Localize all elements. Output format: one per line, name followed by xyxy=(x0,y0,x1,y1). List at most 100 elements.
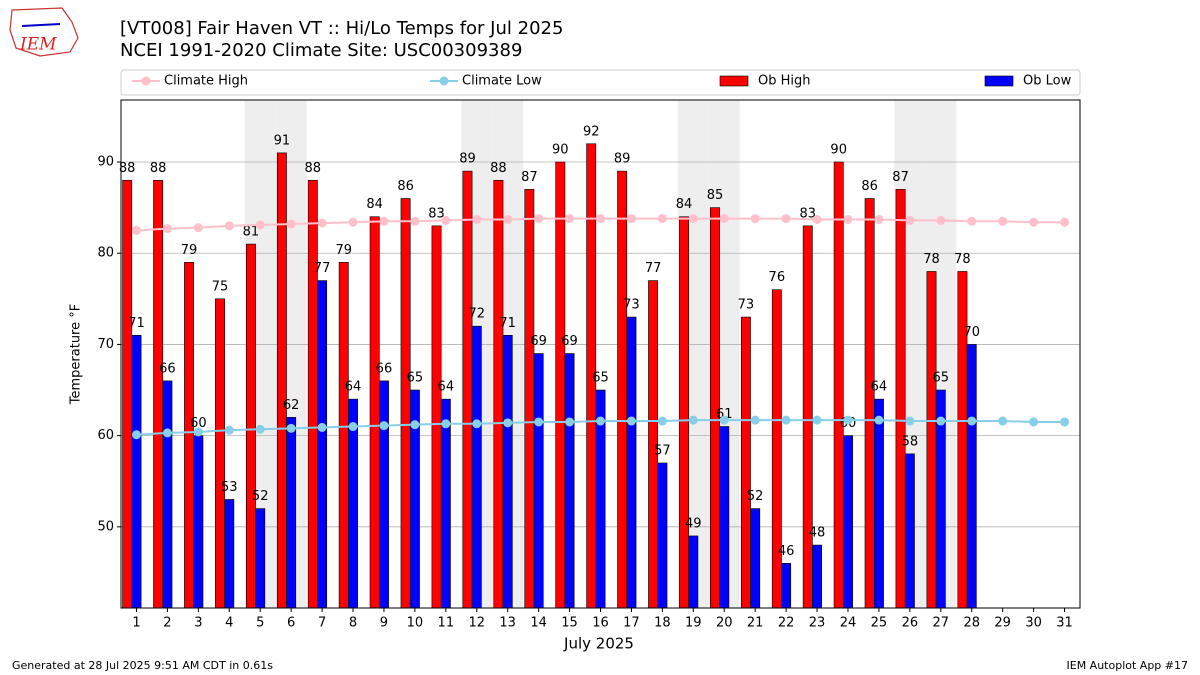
x-tick-label: 29 xyxy=(994,616,1011,631)
line-marker xyxy=(1029,417,1039,427)
legend-box xyxy=(120,69,1081,96)
line-marker xyxy=(781,214,791,224)
bar xyxy=(802,225,813,609)
line-marker xyxy=(255,424,265,434)
line-marker xyxy=(1060,417,1070,427)
bar xyxy=(679,216,689,609)
y-tick-label: 90 xyxy=(97,155,114,170)
value-label: 79 xyxy=(181,243,198,258)
line-marker xyxy=(874,415,884,425)
bar xyxy=(215,298,225,609)
value-label: 53 xyxy=(221,480,238,495)
x-tick-label: 16 xyxy=(592,616,609,631)
line-marker xyxy=(162,224,172,234)
value-label: 66 xyxy=(376,361,393,376)
line-marker xyxy=(998,416,1008,426)
bar xyxy=(957,271,968,609)
value-label: 49 xyxy=(685,516,702,531)
line-marker xyxy=(348,422,358,432)
line-marker xyxy=(317,422,327,432)
line-marker xyxy=(905,416,915,426)
value-label: 52 xyxy=(252,489,269,504)
legend-label: Ob Low xyxy=(1023,74,1072,89)
x-tick-label: 4 xyxy=(225,616,233,631)
bar xyxy=(812,544,822,609)
bar xyxy=(440,398,451,609)
bar xyxy=(771,289,782,609)
value-label: 73 xyxy=(623,298,640,313)
bar xyxy=(626,316,637,609)
line-marker xyxy=(750,415,760,425)
logo-line xyxy=(21,23,61,27)
footer-left: Generated at 28 Jul 2025 9:51 AM CDT in … xyxy=(12,659,273,672)
value-label: 64 xyxy=(345,380,362,395)
x-tick-label: 11 xyxy=(438,616,455,631)
bar xyxy=(524,189,535,609)
bar xyxy=(502,335,513,609)
line-marker xyxy=(441,215,451,225)
y-axis-label: Temperature °F xyxy=(69,304,84,405)
x-tick-label: 1 xyxy=(132,616,140,631)
y-tick-label: 70 xyxy=(97,337,114,352)
line-marker xyxy=(503,214,513,224)
y-tick-label: 50 xyxy=(97,519,114,534)
value-label: 62 xyxy=(283,398,300,413)
value-label: 66 xyxy=(159,361,176,376)
value-label: 75 xyxy=(212,279,229,294)
value-label: 89 xyxy=(614,152,631,167)
chart-title: [VT008] Fair Haven VT :: Hi/Lo Temps for… xyxy=(120,18,563,39)
value-label: 58 xyxy=(902,434,919,449)
line-marker xyxy=(843,214,853,224)
line-marker xyxy=(193,427,203,437)
legend-label: Climate High xyxy=(164,74,248,89)
value-label: 57 xyxy=(654,443,671,458)
bar xyxy=(317,280,328,609)
value-label: 77 xyxy=(314,261,331,276)
line-marker xyxy=(131,225,141,235)
bar xyxy=(843,435,853,609)
value-label: 92 xyxy=(583,124,600,139)
value-label: 64 xyxy=(438,380,455,395)
bar xyxy=(286,417,297,609)
x-tick-label: 27 xyxy=(933,616,950,631)
line-marker xyxy=(905,215,915,225)
x-tick-label: 26 xyxy=(902,616,919,631)
bar xyxy=(276,152,287,609)
bar xyxy=(131,335,142,609)
line-marker xyxy=(410,216,420,226)
line-marker xyxy=(967,416,977,426)
x-tick-label: 14 xyxy=(530,616,547,631)
line-marker xyxy=(193,223,203,233)
x-tick-label: 23 xyxy=(809,616,826,631)
value-label: 71 xyxy=(499,316,516,331)
legend-label: Ob High xyxy=(758,74,811,89)
line-marker xyxy=(936,215,946,225)
x-tick-label: 10 xyxy=(407,616,424,631)
x-tick-label: 6 xyxy=(287,616,295,631)
x-tick-label: 5 xyxy=(256,616,264,631)
bar xyxy=(255,508,266,609)
line-marker xyxy=(967,216,977,226)
bar xyxy=(379,380,389,609)
x-axis-label: July 2025 xyxy=(563,635,634,653)
line-marker xyxy=(255,220,265,230)
x-tick-label: 3 xyxy=(194,616,202,631)
value-label: 65 xyxy=(933,371,950,386)
value-label: 79 xyxy=(335,243,352,258)
x-tick-label: 19 xyxy=(685,616,702,631)
value-label: 65 xyxy=(592,371,609,386)
value-label: 60 xyxy=(190,416,207,431)
value-label: 88 xyxy=(150,161,167,176)
x-tick-label: 17 xyxy=(623,616,640,631)
line-marker xyxy=(843,415,853,425)
bar xyxy=(781,563,792,609)
footer-right: IEM Autoplot App #17 xyxy=(1067,659,1189,672)
legend: Climate High Climate Low Ob High Ob Low xyxy=(132,74,1072,89)
value-label: 83 xyxy=(428,206,445,221)
value-label: 69 xyxy=(530,334,547,349)
line-marker xyxy=(688,415,698,425)
line-marker xyxy=(503,418,513,428)
bar xyxy=(369,216,380,609)
y-tick-label: 80 xyxy=(97,246,114,261)
